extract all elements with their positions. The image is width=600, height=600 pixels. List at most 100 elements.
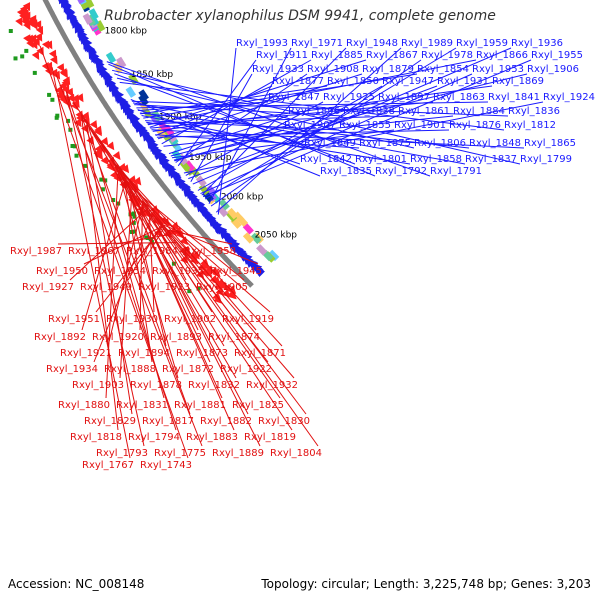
reverse-gene-label: Rxyl_1804 xyxy=(270,448,322,459)
reverse-gene-label: Rxyl_1892 xyxy=(34,332,86,343)
kbp-tick-label: 1800 kbp xyxy=(105,27,148,37)
reverse-gene-label: Rxyl_1743 xyxy=(140,460,192,471)
forward-gene-label: Rxyl_1908 xyxy=(307,64,359,75)
forward-gene-label: Rxyl_1791 xyxy=(430,166,482,177)
forward-label-line xyxy=(137,109,301,165)
forward-gene-label: Rxyl_1855 xyxy=(339,120,391,131)
reverse-label-line xyxy=(39,45,189,459)
forward-gene-label: Rxyl_1854 xyxy=(417,64,469,75)
reverse-gene-label: Rxyl_1932 xyxy=(246,380,298,391)
reverse-gene-label: Rxyl_1958 xyxy=(184,246,236,257)
forward-label-line xyxy=(192,47,512,185)
reverse-gene-label: Rxyl_1829 xyxy=(84,416,136,427)
reverse-gene-label: Rxyl_1880 xyxy=(58,400,110,411)
forward-label-line xyxy=(111,69,521,165)
reverse-gene-label: Rxyl_1921 xyxy=(60,348,112,359)
reverse-gene-label: Rxyl_1945 xyxy=(210,266,262,277)
reverse-gene-label: Rxyl_1818 xyxy=(70,432,122,443)
forward-gene-label: Rxyl_1924 xyxy=(543,92,595,103)
reverse-gene-label: Rxyl_1923 xyxy=(138,282,190,293)
reverse-label-line xyxy=(119,171,235,431)
forward-label-line xyxy=(119,81,505,131)
forward-label-line xyxy=(147,59,477,126)
reverse-gene-label: Rxyl_1967 xyxy=(68,246,120,257)
forward-gene-label: Rxyl_1879 xyxy=(362,64,414,75)
forward-label-line xyxy=(217,47,237,215)
reverse-label-line xyxy=(111,160,283,347)
forward-gene-label: Rxyl_1850 xyxy=(327,76,379,87)
forward-gene-label: Rxyl_1901 xyxy=(394,120,446,131)
forward-label-line xyxy=(175,73,308,163)
reverse-gene-label: Rxyl_1888 xyxy=(104,364,156,375)
forward-label-line xyxy=(132,102,466,165)
reverse-label-line xyxy=(81,179,127,331)
forward-gene-label: Rxyl_1947 xyxy=(382,76,434,87)
forward-label-line xyxy=(150,101,434,129)
reverse-label-line xyxy=(55,73,203,447)
kbp-tick-label: 1850 kbp xyxy=(131,70,174,80)
forward-gene-label: Rxyl_1861 xyxy=(398,106,450,117)
reverse-gene-label: Rxyl_1881 xyxy=(174,400,226,411)
reverse-gene-label: Rxyl_1951 xyxy=(48,314,100,325)
reverse-label-line xyxy=(51,67,131,459)
reverse-gene-label: Rxyl_1793 xyxy=(96,448,148,459)
forward-label-line xyxy=(149,59,367,128)
reverse-label-line xyxy=(165,229,233,245)
reverse-label-line xyxy=(81,116,293,431)
forward-gene-label: Rxyl_1847 xyxy=(268,92,320,103)
genome-backbone xyxy=(42,0,254,288)
forward-label-line xyxy=(204,47,457,200)
forward-gene-label: Rxyl_1842 xyxy=(300,154,352,165)
reverse-label-line xyxy=(119,170,249,415)
reverse-label-line xyxy=(93,213,154,363)
reverse-label-line xyxy=(143,202,187,281)
forward-label-line xyxy=(130,99,321,177)
forward-gene-label: Rxyl_1799 xyxy=(520,154,572,165)
forward-gene-label: Rxyl_1933 xyxy=(252,64,304,75)
forward-label-line xyxy=(106,61,431,177)
forward-gene-label: Rxyl_1936 xyxy=(511,38,563,49)
forward-gene-label: Rxyl_1835 xyxy=(320,166,372,177)
forward-label-line xyxy=(138,101,269,111)
forward-gene-label: Rxyl_1959 xyxy=(456,38,508,49)
forward-label-line xyxy=(140,85,328,115)
reverse-gene-label: Rxyl_1825 xyxy=(232,400,284,411)
forward-gene-label: Rxyl_1838 xyxy=(343,106,395,117)
reverse-label-line xyxy=(83,119,281,399)
forward-gene-label: Rxyl_1911 xyxy=(256,50,308,61)
forward-gene-label: Rxyl_1948 xyxy=(346,38,398,49)
reverse-gene-label: Rxyl_1882 xyxy=(200,416,252,427)
forward-gene-label: Rxyl_1841 xyxy=(488,92,540,103)
forward-label-line xyxy=(108,63,376,177)
reverse-gene-label: Rxyl_1894 xyxy=(118,348,170,359)
reverse-gene-label: Rxyl_1893 xyxy=(150,332,202,343)
map-title: Rubrobacter xylanophilus DSM 9941, compl… xyxy=(104,8,496,24)
reverse-gene-label: Rxyl_1927 xyxy=(22,282,74,293)
forward-label-line xyxy=(116,77,415,149)
forward-gene-label: Rxyl_1876 xyxy=(449,120,501,131)
kbp-tick-label: 1950 kbp xyxy=(189,153,232,163)
forward-gene-label: Rxyl_1865 xyxy=(524,138,576,149)
reverse-gene-label: Rxyl_1987 xyxy=(10,246,62,257)
forward-gene-label: Rxyl_1837 xyxy=(465,154,517,165)
forward-gene-label: Rxyl_1925 xyxy=(323,92,375,103)
reverse-gene-label: Rxyl_1954 xyxy=(94,266,146,277)
reverse-gene-label: Rxyl_1874 xyxy=(208,332,260,343)
reverse-gene-label: Rxyl_1949 xyxy=(80,282,132,293)
reverse-gene-label: Rxyl_1930 xyxy=(106,314,158,325)
forward-gene-label: Rxyl_1993 xyxy=(236,38,288,49)
forward-gene-label: Rxyl_1812 xyxy=(504,120,556,131)
reverse-gene-label: Rxyl_1919 xyxy=(222,314,274,325)
forward-gene-label: Rxyl_1931 xyxy=(437,76,489,87)
reverse-label-line xyxy=(72,101,319,447)
forward-gene-label: Rxyl_1863 xyxy=(433,92,485,103)
genome-summary: Topology: circular; Length: 3,225,748 bp… xyxy=(261,577,591,591)
forward-label-line xyxy=(190,73,253,183)
reverse-gene-label: Rxyl_1889 xyxy=(212,448,264,459)
reverse-gene-label: Rxyl_1830 xyxy=(258,416,310,427)
forward-label-line xyxy=(202,59,532,198)
forward-label-line xyxy=(143,73,418,119)
forward-gene-label: Rxyl_1848 xyxy=(469,138,521,149)
forward-gene-label: Rxyl_1849 xyxy=(304,138,356,149)
forward-label-line xyxy=(188,85,438,180)
